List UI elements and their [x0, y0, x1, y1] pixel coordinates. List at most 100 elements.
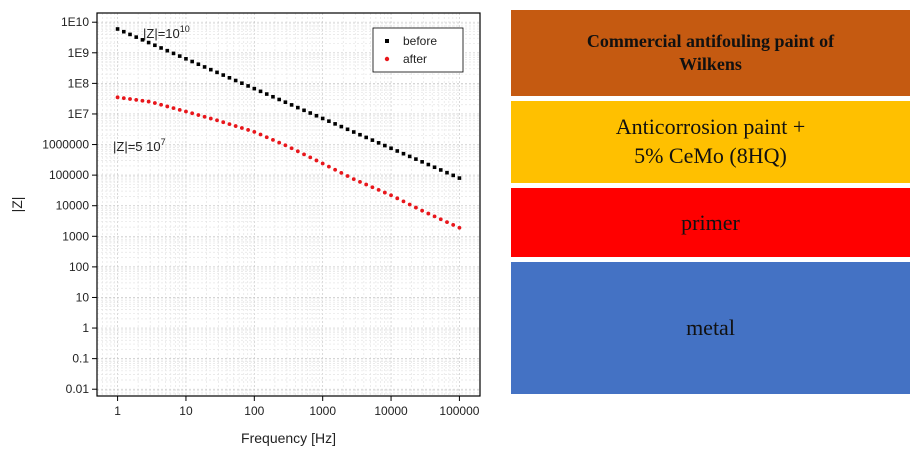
legend: before after	[372, 27, 464, 73]
y-tick-label: 0.1	[72, 352, 89, 366]
data-point-after	[320, 161, 325, 166]
data-point-after	[333, 167, 338, 172]
data-point-after	[246, 128, 251, 132]
data-point-after	[451, 223, 456, 227]
data-point-after	[239, 126, 244, 130]
data-point-after	[414, 205, 418, 210]
layer-anticorrosion-paint: Anticorrosion paint + 5% CeMo (8HQ)	[511, 101, 910, 183]
data-point-after	[221, 120, 226, 125]
data-point-before	[258, 89, 263, 94]
data-point-before	[240, 81, 244, 86]
data-point-before	[246, 84, 250, 88]
legend-marker-before	[385, 39, 389, 43]
legend-marker-after	[384, 56, 390, 62]
y-tick-label: 1E7	[68, 107, 90, 121]
annotation-before: |Z|=1010	[143, 24, 190, 41]
data-point-after	[159, 102, 163, 107]
annotation-after-exponent: 7	[161, 137, 166, 147]
y-axis-ticks: 0.01 0.1 1 10 100 1000 10000 100000 1000000 1E7 1E…	[42, 15, 97, 396]
y-tick-label: 100	[69, 260, 89, 274]
data-point-after	[420, 208, 425, 213]
data-point-before	[351, 130, 356, 134]
data-point-before	[438, 168, 443, 172]
data-point-after	[326, 164, 331, 169]
y-tick-label: 1	[82, 321, 89, 335]
data-point-after	[165, 104, 170, 109]
data-point-after	[395, 196, 400, 201]
data-point-after	[457, 225, 462, 230]
data-point-before	[376, 141, 381, 145]
annotation-before-text: |Z|=10	[143, 26, 180, 41]
data-point-before	[128, 32, 132, 37]
data-point-after	[146, 99, 151, 104]
y-tick-label: 1000000	[42, 138, 89, 152]
data-point-before	[177, 54, 182, 58]
data-point-after	[426, 211, 431, 216]
data-point-before	[370, 138, 375, 142]
data-point-before	[171, 51, 176, 56]
y-tick-label: 1000	[62, 229, 89, 243]
data-point-after	[358, 179, 362, 184]
data-point-before	[445, 170, 449, 175]
data-point-after	[227, 122, 232, 127]
impedance-chart: 1 10 100 1000 10000 100000 0.010.111010010001…	[9, 12, 481, 446]
data-point-before	[345, 127, 350, 132]
data-point-before	[395, 149, 400, 153]
data-point-after	[308, 155, 313, 160]
y-tick-label: 1E9	[68, 46, 90, 60]
plot-frame	[96, 12, 481, 397]
data-point-before	[140, 38, 145, 42]
layer-antifouling-label: Commercial antifouling paint of Wilkens	[586, 30, 835, 74]
data-point-after	[445, 220, 449, 224]
data-point-before	[209, 67, 213, 72]
data-point-after	[215, 118, 219, 123]
data-point-after	[258, 132, 263, 137]
data-point-after	[289, 146, 294, 151]
layer-primer: primer	[511, 188, 910, 257]
annotation-after: |Z|=5 107	[113, 137, 166, 154]
y-tick-label: 100000	[49, 168, 89, 182]
data-point-before	[227, 75, 232, 80]
data-point-before	[432, 165, 437, 170]
data-point-after	[121, 96, 126, 101]
data-point-before	[121, 29, 126, 34]
data-point-after	[302, 152, 306, 157]
data-point-after	[382, 190, 387, 195]
data-point-before	[271, 94, 275, 99]
annotation-before-exponent: 10	[180, 24, 190, 34]
data-point-after	[314, 158, 319, 163]
data-point-after	[345, 174, 350, 178]
data-point-after	[196, 113, 201, 117]
data-point-after	[376, 187, 381, 192]
data-point-before	[264, 92, 269, 96]
y-tick-label: 0.01	[66, 382, 90, 396]
data-point-after	[233, 124, 238, 128]
data-point-after	[277, 140, 282, 145]
legend-label-after: after	[403, 52, 427, 66]
data-point-before	[115, 27, 120, 31]
data-point-before	[364, 135, 368, 140]
data-point-before	[153, 43, 157, 48]
data-point-after	[177, 107, 182, 112]
data-point-before	[414, 157, 418, 161]
data-point-before	[401, 151, 406, 156]
data-point-after	[208, 116, 213, 121]
data-point-after	[389, 193, 393, 198]
data-point-after	[364, 182, 369, 187]
layer-anticorrosion-label: Anticorrosion paint + 5% CeMo (8HQ)	[615, 114, 806, 168]
data-point-after	[271, 138, 275, 142]
data-point-before	[333, 122, 337, 126]
layer-primer-label: primer	[681, 209, 740, 235]
y-tick-label: 10	[76, 290, 90, 304]
data-point-before	[165, 48, 170, 53]
x-tick-label: 1000	[309, 404, 336, 418]
data-point-before	[159, 46, 163, 50]
data-point-after	[115, 95, 120, 100]
layer-metal-label: metal	[686, 315, 735, 340]
data-point-after	[252, 129, 257, 134]
x-tick-label: 100000	[439, 404, 479, 418]
data-point-after	[134, 97, 139, 102]
data-point-before	[358, 132, 362, 137]
x-tick-label: 10000	[374, 404, 408, 418]
data-point-before	[221, 73, 226, 77]
